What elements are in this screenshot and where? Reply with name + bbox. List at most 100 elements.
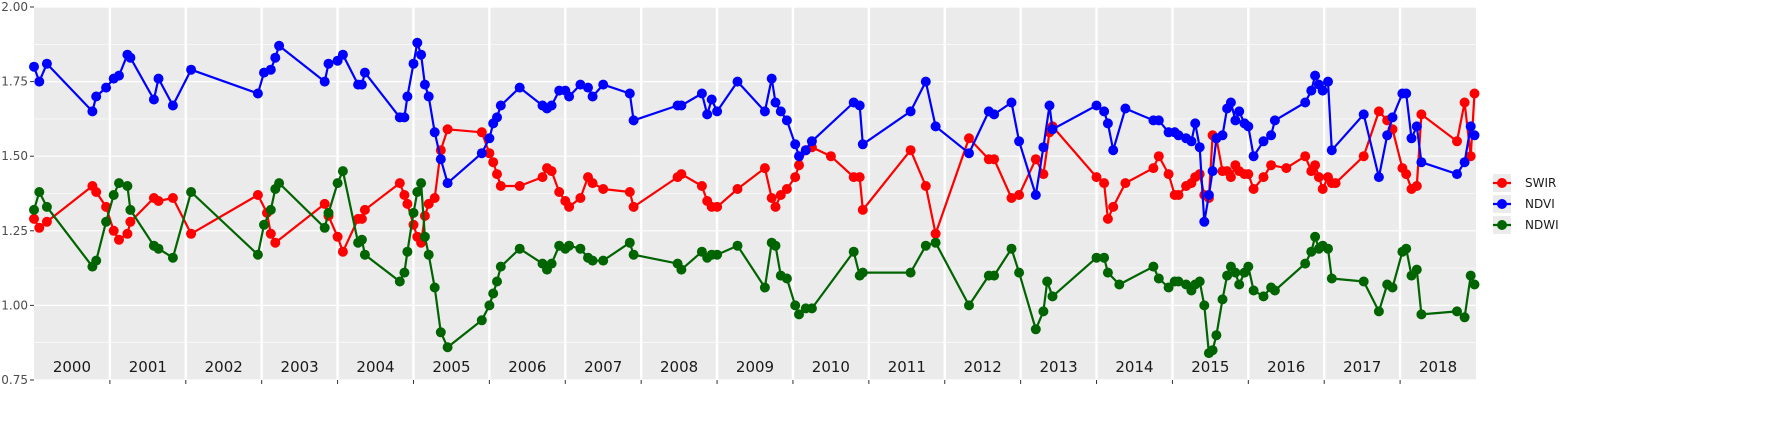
year-label: 2014 [1115,358,1153,376]
data-point [337,246,348,257]
data-point [1173,190,1184,200]
data-point [29,61,39,72]
data-point [1248,184,1259,194]
y-tick-label: 0.75 [1,373,28,387]
data-point [1469,279,1480,290]
data-point [587,255,598,266]
data-point [442,124,453,135]
data-point [790,172,801,183]
data-point [148,94,159,105]
data-point [29,213,39,224]
data-point [122,181,133,191]
year-label: 2013 [1039,358,1077,376]
data-point [1358,151,1369,162]
data-point [435,154,446,165]
data-point [514,82,525,93]
data-point [435,327,446,338]
data-point [495,181,506,191]
data-point [186,64,197,75]
data-point [270,237,281,248]
data-point [1459,312,1470,323]
data-point [492,276,502,287]
data-point [252,190,263,200]
data-point [186,187,197,197]
data-point [337,49,348,60]
data-point [857,267,868,278]
data-point [265,204,276,215]
data-point [167,252,178,263]
year-label: 2005 [432,358,470,376]
data-point [1306,246,1317,257]
data-point [1310,70,1321,81]
data-point [167,193,178,203]
data-point [1230,267,1241,278]
data-point [732,184,743,194]
data-point [484,300,495,311]
data-point [1091,172,1102,183]
data-point [429,282,440,293]
legend-label: NDWI [1525,218,1559,232]
data-point [1358,109,1369,120]
legend: SWIR NDVI NDWI [1493,174,1559,234]
data-point [514,181,525,191]
data-point [337,166,348,177]
data-point [270,52,281,63]
data-point [423,91,434,102]
data-point [419,231,430,242]
data-point [1373,106,1384,117]
data-point [1269,285,1280,296]
data-point [429,127,440,138]
data-point [770,240,781,251]
data-point [1416,309,1427,320]
data-point [575,79,586,90]
data-point [29,204,39,215]
legend-item-ndvi: NDVI [1493,195,1555,213]
data-point [484,148,495,159]
data-point [114,178,124,189]
year-label: 2007 [584,358,622,376]
data-point [905,106,916,117]
data-point [1411,264,1422,275]
data-point [575,193,586,203]
data-point [1317,184,1328,194]
data-point [702,109,713,120]
data-point [1248,285,1259,296]
data-point [857,204,868,215]
data-point [1401,243,1412,254]
data-point [1465,270,1476,281]
data-point [1310,160,1321,171]
data-point [1006,243,1017,254]
data-point [492,112,502,123]
data-point [476,127,487,138]
data-point [1163,169,1174,180]
data-point [274,40,285,51]
data-point [1194,276,1205,287]
data-point [492,169,502,180]
data-point [1038,169,1049,180]
data-point [1199,216,1210,227]
data-point [442,342,453,353]
data-point [114,234,124,245]
data-point [402,246,413,257]
data-point [1266,130,1277,141]
data-point [265,64,276,75]
data-point [1222,270,1233,281]
legend-point [1497,199,1507,209]
data-point [930,121,941,132]
data-point [628,115,639,126]
data-point [319,222,330,233]
data-point [408,58,419,69]
data-point [399,267,410,278]
data-point [412,37,423,48]
data-point [402,198,413,209]
data-point [1387,112,1398,123]
legend-point [1497,178,1507,188]
data-point [1114,279,1125,290]
data-point [1047,291,1058,302]
data-point [676,169,687,180]
data-point [989,109,1000,120]
data-point [775,190,786,200]
data-point [1148,261,1159,272]
